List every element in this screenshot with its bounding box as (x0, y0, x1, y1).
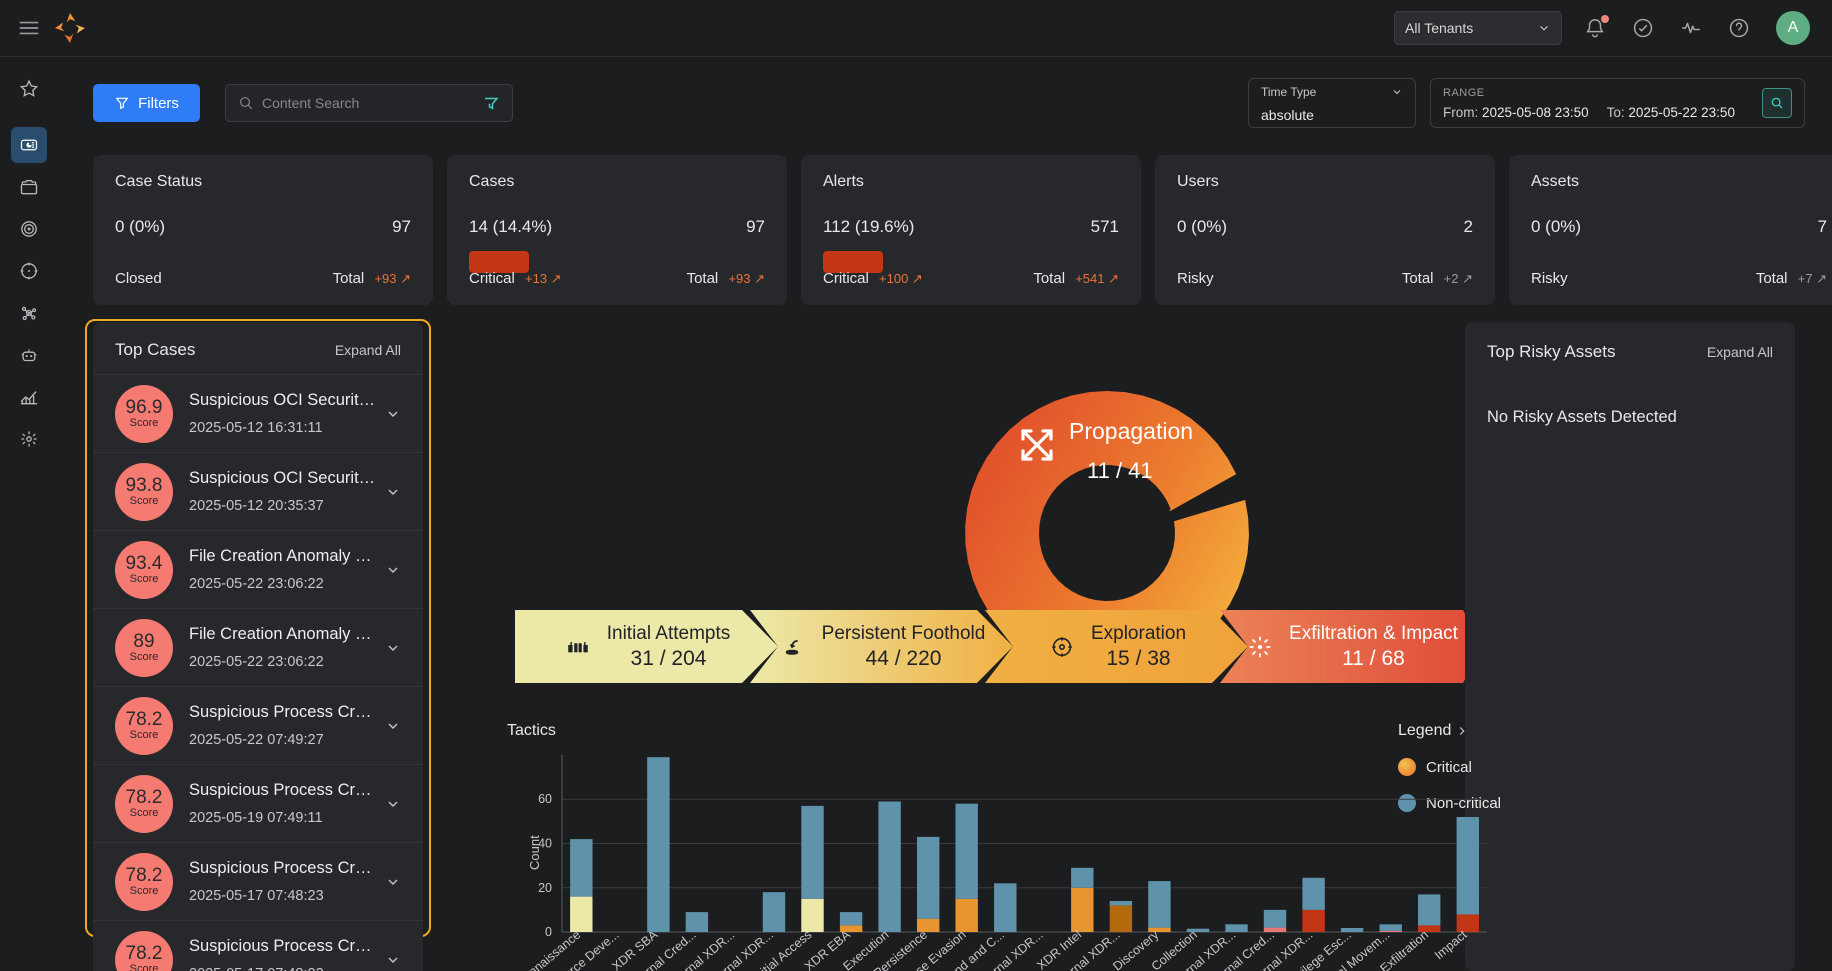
svg-text:20: 20 (538, 881, 552, 895)
svg-text:60: 60 (538, 792, 552, 806)
svg-text:Propagation: Propagation (1069, 418, 1193, 444)
svg-text:11 / 41: 11 / 41 (1087, 458, 1153, 483)
svg-text:0: 0 (545, 925, 552, 939)
svg-text:Impact: Impact (1432, 927, 1470, 962)
